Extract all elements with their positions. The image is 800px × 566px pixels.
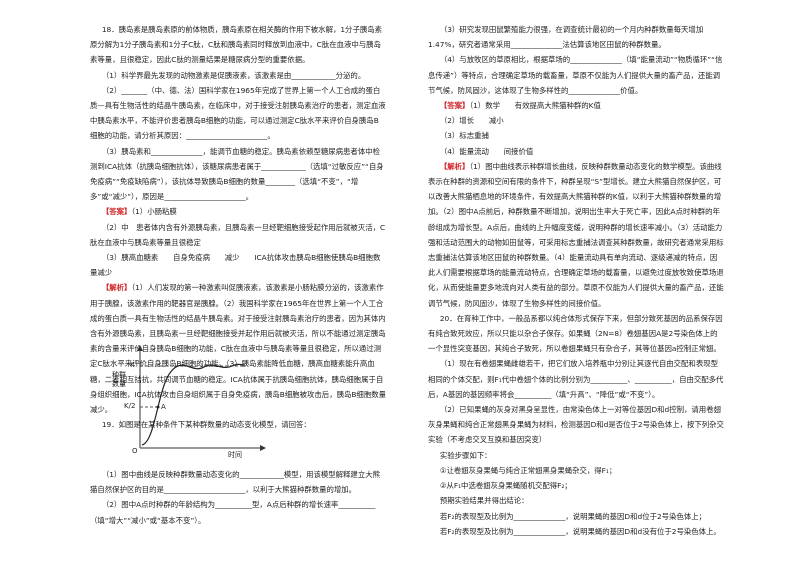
paragraph: （1）图中曲线是反映种群数量动态变化的____________模型，用该模型解释… — [90, 470, 380, 495]
paragraph: 【答案】（1）数学 有效提高大熊猫种群的K值 — [428, 98, 724, 113]
answer-text: （1）人们发现的第一种激素叫促胰液素，该激素是小肠粘膜分泌的，该激素作用于胰腺，… — [90, 283, 386, 415]
paragraph: 预期实验结果并得出结论： — [439, 496, 529, 506]
paragraph: （2）中 患者体内含有外源胰岛素，且胰岛素一旦经靶细胞接受起作用后就被灭活，C肽… — [90, 222, 386, 247]
paragraph: 【解析】（1）图中曲线表示种群增长曲线，反映种群数量动态变化的数学模型。该曲线表… — [428, 159, 724, 311]
paragraph: （3）胰岛素和______________，能调节血糖的稳定。胰岛素依赖型糖尿病… — [90, 146, 384, 202]
half-k-label: K/2 — [124, 402, 136, 410]
paragraph: （2）增长 减小 — [439, 116, 504, 126]
paragraph: 【解析】（1）人们发现的第一种激素叫促胰液素，该激素是小肠粘膜分泌的，该激素作用… — [90, 280, 386, 417]
point-label: A — [161, 403, 166, 411]
paragraph: 若F₂的表现型及比例为______________，说明果蝇的基因D和d位于2号… — [439, 511, 707, 521]
paragraph: ①让卷翅灰身果蝇与纯合正常翅黑身果蝇杂交，得F₁； — [439, 465, 617, 475]
paragraph: 19．如图是在某种条件下某种群数量的动态变化模型，请回答： — [101, 420, 311, 430]
paragraph: （2）图中A点时种群的年龄结构为__________型，A点后种群的增长速率__… — [90, 500, 376, 525]
y-axis-label: 种群数量 — [112, 371, 126, 388]
population-figure: 种群数量 K K/2 A O 时间 — [110, 343, 270, 459]
paragraph: （2）已知果蝇的灰身对黑身呈显性，由常染色体上一对等位基因D和d控制，请用卷翅灰… — [428, 405, 724, 445]
figure-graphic — [137, 345, 266, 451]
origin-label: O — [132, 447, 138, 455]
answer-text: （1）小肠粘膜 — [131, 207, 177, 217]
answer-tag: 【解析】 — [101, 283, 132, 293]
paragraph: ②从F₁中选卷翅灰身果蝇随机交配得F₂； — [439, 481, 572, 491]
paragraph: （1）科学界最先发现的动物激素是促胰液素，该激素是由____________分泌… — [101, 70, 366, 80]
paragraph: （4）能量流动 间接价值 — [439, 146, 534, 156]
answer-text: （1）图中曲线表示种群增长曲线，反映种群数量动态变化的数学模型。该曲线表示在种群… — [428, 161, 724, 308]
paragraph: （4）与放牧区的草原相比，根据草场的______________（填“能量流动”… — [428, 55, 723, 95]
paragraph: 20．在育种工作中，一般品系都以纯合体形式保存下来，但部分致死基因的品系保存因有… — [428, 313, 723, 354]
paragraph: 若F₂的表现型及比例为______________，说明果蝇的基因D和d没有位于… — [439, 526, 721, 536]
paragraph: （3）标志重捕 — [439, 131, 489, 141]
paragraph: （1）现在有卷翅果蝇雌雄若干，把它们放入培养瓶中分别让其逐代自由交配和表现型相同… — [428, 359, 724, 399]
paragraph: 18．胰岛素是胰岛素原的前体物质，胰岛素原在相关酶的作用下被水解，1分子胰岛素原… — [90, 25, 383, 65]
x-axis-label: 时间 — [228, 451, 242, 459]
paragraph: （2）_______（中、德、法）国科学家在1965年完成了世界上第一个人工合成… — [90, 85, 386, 141]
paragraph: 实验步骤如下： — [439, 450, 492, 460]
left-column: 18．胰岛素是胰岛素原的前体物质，胰岛素原在相关酶的作用下被水解，1分子胰岛素原… — [90, 22, 386, 432]
paragraph: （3）研究发现田鼠繁殖能力很强，在调查统计最初的一个月内种群数量每天增加1.47… — [428, 25, 704, 50]
paragraph: 【答案】（1）小肠粘膜 — [90, 204, 386, 219]
k-label: K — [130, 361, 135, 369]
answer-tag: 【解析】 — [439, 161, 470, 171]
paragraph: （3）胰高血糖素 自身免疫病 减少 ICA抗体攻击胰岛B细胞使胰岛B细胞数量减少 — [90, 253, 381, 278]
right-column: （3）研究发现田鼠繁殖能力很强，在调查统计最初的一个月内种群数量每天增加1.47… — [428, 22, 724, 539]
answer-tag: 【答案】 — [439, 101, 470, 111]
answer-text: （1）数学 有效提高大熊猫种群的K值 — [469, 101, 601, 111]
answer-tag: 【答案】 — [101, 207, 132, 217]
left-column-continued: （1）图中曲线是反映种群数量动态变化的____________模型，用该模型解释… — [90, 467, 386, 528]
